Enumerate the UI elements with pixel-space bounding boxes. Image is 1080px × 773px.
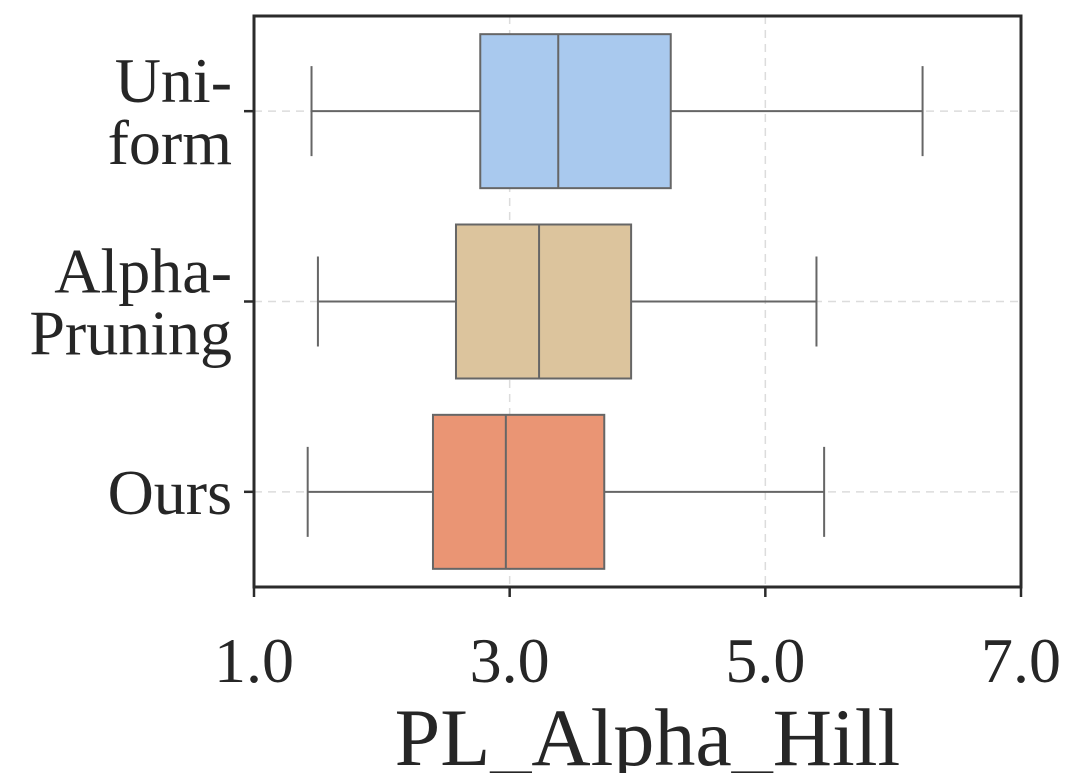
y-tick-label-line: Ours [108,457,232,528]
iqr-box [431,413,606,570]
box-3 [306,413,826,570]
x-tick-label: 1.0 [214,625,294,696]
y-tick-label-line: Uni- [115,45,232,116]
x-tick-label: 5.0 [725,625,805,696]
y-tick-label-line: Pruning [29,298,232,369]
x-tick-label: 3.0 [470,625,550,696]
iqr-box [454,223,633,380]
x-tick-label: 7.0 [981,625,1061,696]
y-tick-label-line: Alpha- [54,236,232,307]
y-tick-label-line: form [108,107,232,178]
y-axis-ticks: Uni-form Alpha-Pruning Ours [29,45,254,528]
x-axis-ticks: 1.0 3.0 5.0 7.0 [214,587,1061,696]
iqr-box [479,33,672,190]
y-tick-label: Alpha-Pruning [29,236,232,369]
y-tick-label: Ours [108,457,232,528]
y-tick-label: Uni-form [108,45,232,178]
box-2 [316,223,818,380]
x-axis-title: PL_Alpha_Hill [395,692,901,773]
box-1 [310,33,924,190]
box-plots [306,33,924,570]
